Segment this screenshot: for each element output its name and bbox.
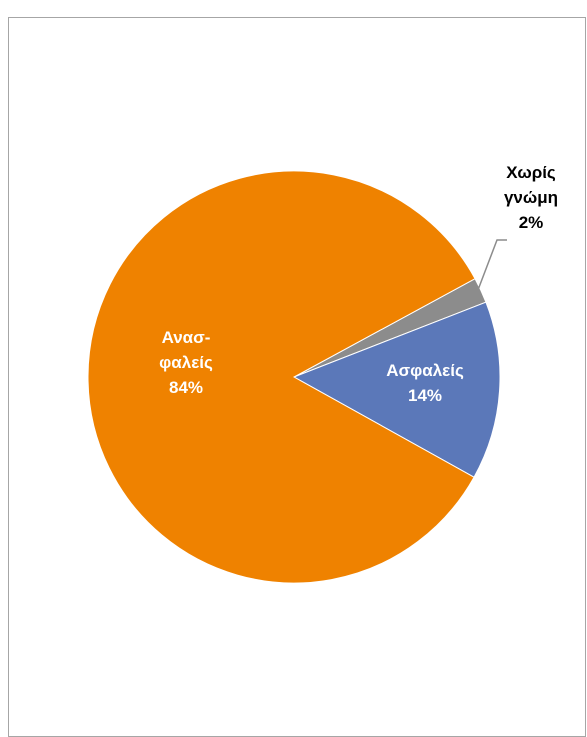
slice-name-label: Ανασ- — [162, 328, 211, 347]
pie-slice-2 — [87, 170, 476, 584]
slice-name-label: φαλείς — [159, 353, 213, 372]
slice-value-label: 84% — [169, 378, 203, 397]
slice-name-label: γνώμη — [504, 188, 558, 207]
slice-label-1: Ασφαλείς 14% — [386, 361, 464, 405]
slice-value-label: 2% — [519, 213, 544, 232]
pie-slice-1 — [292, 301, 501, 478]
slice-label-0: Χωρίς γνώμη 2% — [504, 163, 558, 232]
slice-name-label: Χωρίς — [506, 163, 556, 182]
pie-chart: Χωρίς γνώμη 2% Ασφαλείς 14% Ανασ-φαλείς 84% — [87, 163, 558, 584]
slice-name-label: Ασφαλείς — [386, 361, 464, 380]
leader-line — [476, 239, 507, 293]
slice-label-2: Ανασ-φαλείς 84% — [159, 328, 213, 397]
slice-value-label: 14% — [408, 386, 442, 405]
